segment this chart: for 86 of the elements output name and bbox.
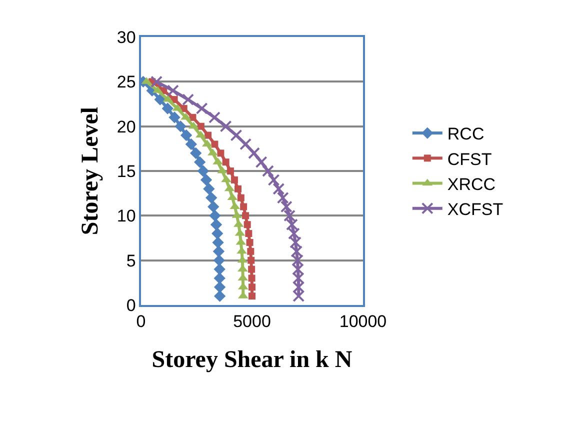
point (248, 147, 260, 160)
point (226, 168, 234, 174)
point (197, 165, 210, 177)
point (230, 129, 242, 142)
point (212, 228, 224, 240)
point (168, 112, 180, 124)
y-axis-title: Storey Level (78, 106, 104, 236)
x-axis-title: Storey Shear in k N (152, 346, 353, 373)
point (203, 183, 215, 195)
point (204, 132, 212, 139)
point (290, 236, 302, 248)
point (190, 147, 202, 159)
point (237, 194, 244, 202)
point (222, 158, 230, 166)
point (280, 200, 292, 213)
point (197, 122, 204, 130)
y-tick-label: 20 (116, 117, 136, 136)
point (288, 228, 300, 240)
point (284, 210, 296, 222)
point (248, 284, 256, 291)
point (230, 176, 238, 184)
legend-label: XCFST (447, 200, 504, 219)
legend-label: CFST (447, 150, 492, 169)
point (185, 138, 198, 150)
point (292, 290, 305, 302)
point (220, 120, 232, 132)
point (182, 94, 194, 106)
point (209, 210, 221, 222)
point (196, 130, 206, 138)
point (255, 156, 268, 168)
point (210, 218, 222, 230)
point (208, 111, 220, 124)
x-tick-label: 10000 (339, 312, 387, 332)
point (212, 236, 224, 248)
point (180, 104, 188, 112)
point (217, 150, 224, 157)
point (292, 281, 305, 294)
point (214, 290, 226, 302)
point (162, 102, 174, 114)
point (206, 192, 218, 204)
point (248, 292, 256, 300)
point (262, 165, 274, 177)
point (290, 245, 303, 258)
point (234, 185, 242, 192)
y-tick-label: 5 (126, 251, 136, 270)
point (214, 263, 226, 276)
point (196, 102, 208, 114)
point (221, 175, 232, 182)
point (194, 156, 206, 168)
y-tick-label: 0 (126, 296, 136, 315)
point (276, 192, 289, 204)
point (292, 254, 304, 266)
point (245, 230, 252, 238)
point (212, 246, 225, 258)
point (292, 263, 304, 276)
point (247, 248, 254, 255)
point (268, 174, 280, 186)
point (208, 200, 220, 213)
point (244, 221, 251, 228)
y-tick-label: 25 (116, 72, 136, 92)
y-tick-label: 10 (116, 206, 136, 226)
point (248, 266, 256, 273)
legend-label: RCC (447, 124, 484, 144)
point (211, 140, 218, 148)
point (246, 238, 254, 246)
point (242, 212, 250, 220)
point (286, 218, 298, 231)
point (248, 274, 256, 282)
y-tick-label: 15 (116, 162, 136, 181)
point (213, 254, 225, 266)
point (214, 281, 226, 293)
point (240, 203, 248, 210)
point (292, 272, 304, 284)
x-tick-label: 5000 (233, 312, 271, 332)
point (174, 120, 186, 132)
point (189, 114, 196, 121)
y-tick-label: 30 (116, 28, 136, 47)
point (214, 272, 226, 284)
point (166, 84, 179, 97)
legend-label: XRCC (447, 174, 496, 194)
point (248, 256, 255, 264)
point (272, 182, 285, 195)
point (240, 138, 252, 150)
point (200, 174, 212, 186)
point (180, 129, 192, 142)
point (150, 76, 163, 88)
